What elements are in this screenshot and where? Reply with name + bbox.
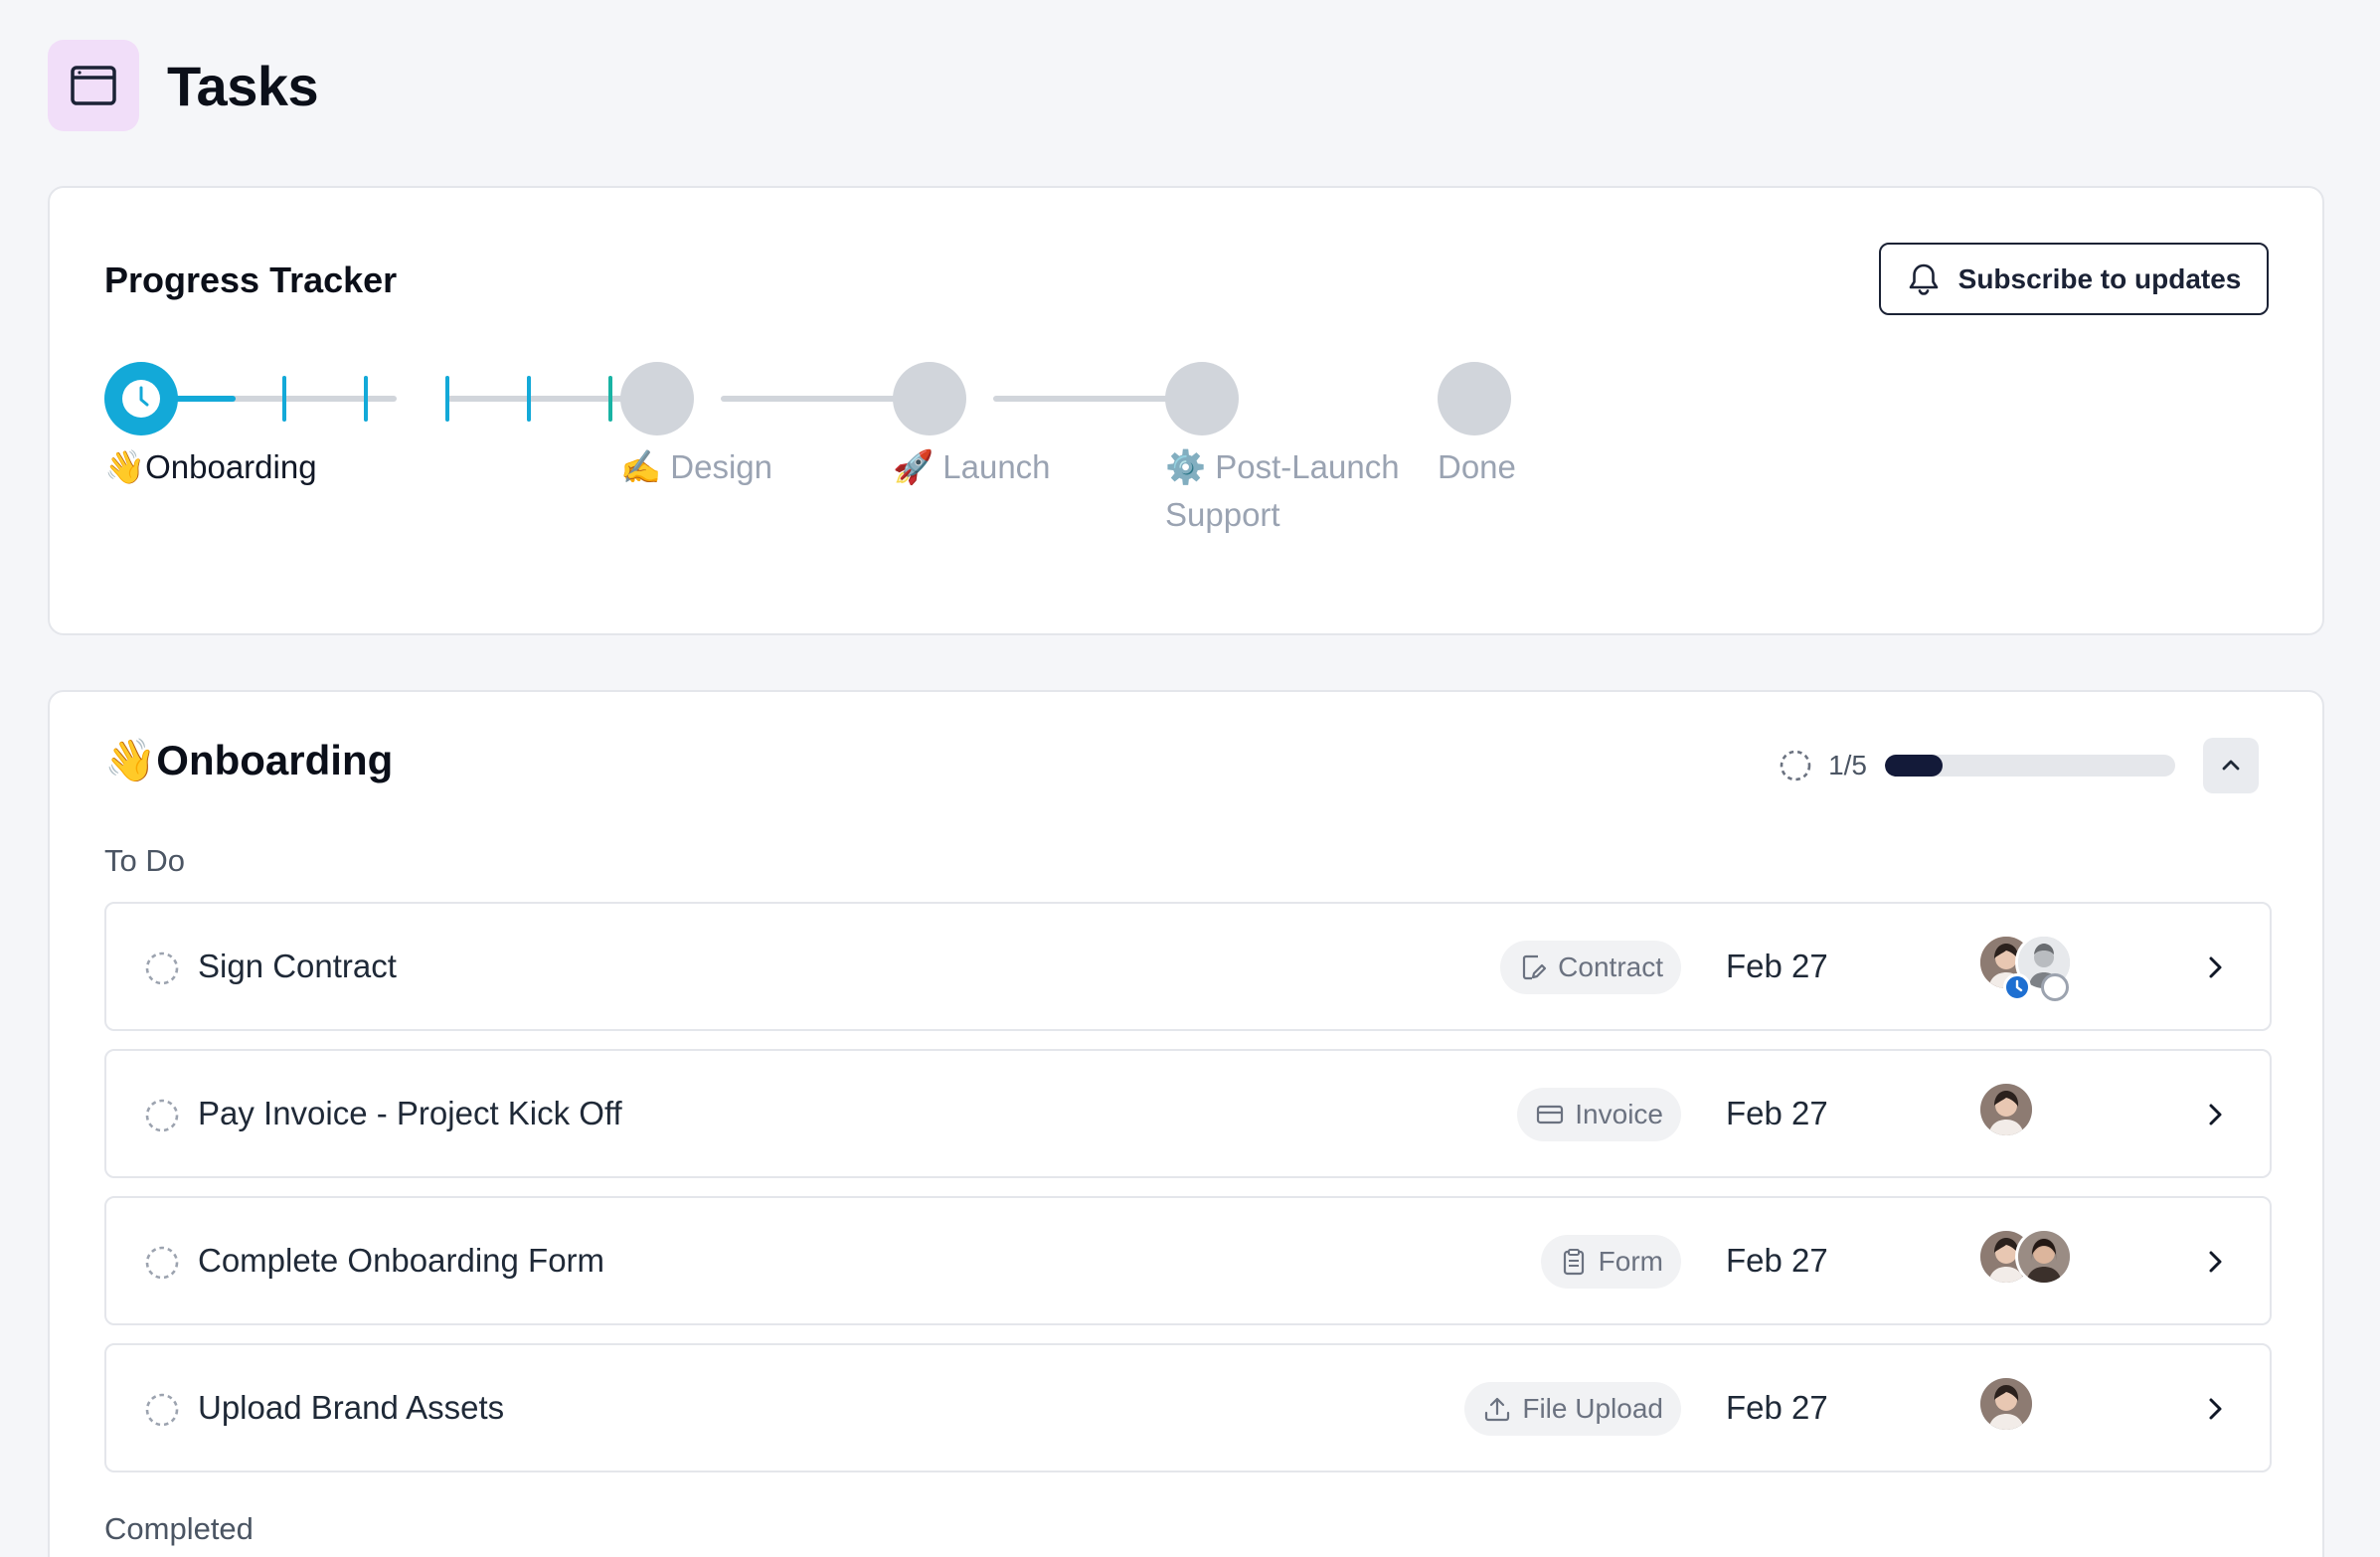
task-row[interactable]: Sign Contract Contract Feb 27	[104, 902, 2272, 1031]
chevron-up-icon	[2222, 760, 2240, 771]
task-date: Feb 27	[1726, 1389, 1828, 1426]
task-name: Complete Onboarding Form	[198, 1242, 605, 1279]
pending-circle-icon	[1780, 750, 1811, 781]
step-connector-active	[164, 396, 236, 402]
tracker-title: Progress Tracker	[104, 260, 398, 300]
chevron-right-icon[interactable]	[2198, 1392, 2232, 1426]
task-name: Pay Invoice - Project Kick Off	[198, 1095, 622, 1131]
substep-tick	[445, 376, 449, 422]
browser-window-icon	[48, 40, 139, 131]
step-connector	[993, 396, 1222, 402]
step-node-design[interactable]	[620, 362, 694, 435]
collapse-button[interactable]	[2203, 738, 2259, 793]
upload-icon	[1485, 1397, 1510, 1422]
group-label-completed: Completed	[104, 1511, 254, 1546]
task-tag: Contract	[1500, 941, 1681, 994]
task-status-circle-icon[interactable]	[144, 1392, 180, 1428]
task-name: Upload Brand Assets	[198, 1389, 505, 1426]
progress-bar-fill	[1885, 755, 1944, 777]
task-name: Sign Contract	[198, 948, 397, 984]
task-row[interactable]: Upload Brand Assets File Upload Feb 27	[104, 1343, 2272, 1472]
substep-tick	[282, 376, 286, 422]
subscribe-label: Subscribe to updates	[1957, 262, 2242, 294]
clock-icon	[122, 380, 160, 418]
task-tag: File Upload	[1464, 1382, 1681, 1436]
task-row[interactable]: Complete Onboarding Form Form Feb 27	[104, 1196, 2272, 1325]
substep-tick	[364, 376, 368, 422]
clock-badge-icon	[2003, 973, 2031, 1001]
group-label-todo: To Do	[104, 843, 185, 878]
task-date: Feb 27	[1726, 948, 1828, 984]
task-tag: Invoice	[1517, 1088, 1681, 1141]
step-label-launch: 🚀 Launch	[893, 448, 1051, 485]
pending-badge-icon	[2041, 973, 2069, 1001]
step-label-onboarding: 👋Onboarding	[104, 448, 317, 485]
contract-icon	[1523, 954, 1547, 980]
step-node-onboarding[interactable]	[104, 362, 178, 435]
step-label-design: ✍️ Design	[620, 448, 772, 485]
avatar[interactable]	[1977, 1081, 2035, 1138]
stepper: 👋Onboarding ✍️ Design 🚀 Launch ⚙️ Post-L…	[104, 362, 1596, 561]
progress-bar	[1885, 755, 2175, 777]
step-connector	[721, 396, 949, 402]
section-progress: 1/5	[1779, 738, 2259, 793]
step-label-done: Done	[1438, 448, 1516, 485]
avatar[interactable]	[2015, 1228, 2073, 1286]
progress-tracker-card: Progress Tracker Subscribe to updates	[48, 186, 2324, 635]
task-row[interactable]: Pay Invoice - Project Kick Off Invoice F…	[104, 1049, 2272, 1178]
page-header: Tasks	[48, 40, 319, 131]
step-node-done[interactable]	[1438, 362, 1511, 435]
task-tag-label: Invoice	[1575, 1099, 1663, 1129]
task-date: Feb 27	[1726, 1095, 1828, 1131]
subscribe-button[interactable]: Subscribe to updates	[1879, 243, 2269, 315]
onboarding-section-card: 👋Onboarding 1/5 To Do Sign Contract Cont…	[48, 690, 2324, 1557]
step-node-post-launch[interactable]	[1165, 362, 1239, 435]
avatar[interactable]	[1977, 1375, 2035, 1433]
substep-tick	[608, 376, 612, 422]
chevron-right-icon[interactable]	[2198, 951, 2232, 984]
chevron-right-icon[interactable]	[2198, 1245, 2232, 1279]
task-tag-label: Contract	[1558, 952, 1663, 982]
bell-icon	[1909, 263, 1938, 295]
clipboard-icon	[1563, 1249, 1584, 1276]
card-icon	[1537, 1105, 1564, 1124]
task-tag: Form	[1540, 1235, 1681, 1289]
task-tag-label: Form	[1598, 1246, 1663, 1277]
page-title: Tasks	[167, 54, 319, 117]
substep-tick	[527, 376, 531, 422]
section-title: 👋Onboarding	[104, 737, 394, 783]
task-status-circle-icon[interactable]	[144, 1245, 180, 1281]
task-status-circle-icon[interactable]	[144, 951, 180, 986]
task-tag-label: File Upload	[1522, 1393, 1663, 1424]
task-status-circle-icon[interactable]	[144, 1098, 180, 1133]
step-connector	[447, 396, 676, 402]
step-node-launch[interactable]	[893, 362, 966, 435]
task-date: Feb 27	[1726, 1242, 1828, 1279]
chevron-right-icon[interactable]	[2198, 1098, 2232, 1131]
progress-count: 1/5	[1828, 750, 1867, 780]
step-label-post-launch: ⚙️ Post-Launch Support	[1165, 448, 1400, 533]
